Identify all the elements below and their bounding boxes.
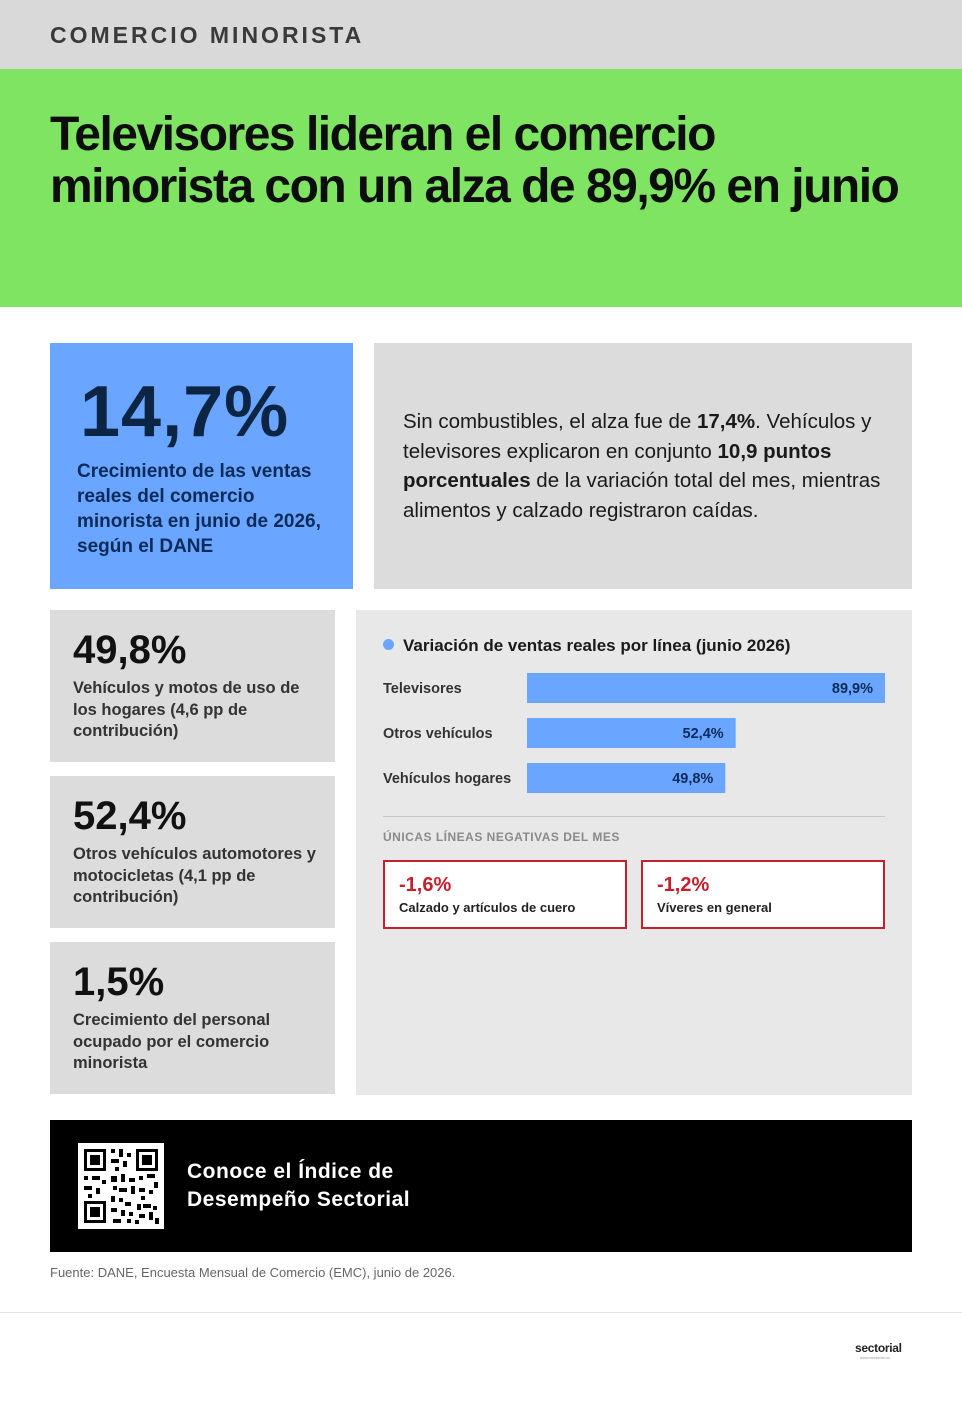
bar-category-label: Televisores — [383, 681, 462, 697]
main-stat-value: 14,7% — [80, 372, 290, 452]
bar-category-label: Otros vehículos — [383, 726, 493, 742]
brand-logo-url: www.sectorial.co — [860, 1355, 890, 1360]
headline: Televisores lideran el comercio minorist… — [50, 108, 900, 213]
chart-panel: Variación de ventas reales por línea (ju… — [356, 610, 912, 1095]
negative-value: -1,6% — [399, 874, 452, 896]
summary-text: Sin combustibles, el alza fue de 17,4%. … — [403, 410, 881, 522]
bar-value-label: 49,8% — [672, 771, 713, 787]
negative-label: Víveres en general — [657, 900, 772, 915]
footer-divider — [0, 1312, 962, 1313]
qr-code-icon[interactable] — [78, 1143, 164, 1229]
legend-dot-icon — [383, 639, 394, 650]
cta-line-1: Conoce el Índice de — [187, 1160, 394, 1183]
bar — [527, 763, 726, 793]
main-stat-card: 14,7% Crecimiento de las ventas reales d… — [50, 343, 353, 589]
bar-category-label: Vehículos hogares — [383, 771, 511, 787]
stat-description: Crecimiento del personal ocupado por el … — [73, 1011, 271, 1072]
cta-banner[interactable]: Conoce el Índice de Desempeño Sectorial — [50, 1120, 912, 1252]
hero-banner: Televisores lideran el comercio minorist… — [0, 69, 962, 307]
bar-value-label: 52,4% — [683, 726, 724, 742]
negative-card: -1,6% Calzado y artículos de cuero — [383, 860, 627, 929]
negative-label: Calzado y artículos de cuero — [399, 900, 576, 915]
cta-line-2: Desempeño Sectorial — [187, 1188, 411, 1211]
divider — [383, 816, 885, 817]
stat-value: 52,4% — [73, 794, 187, 838]
main-stat-description: Crecimiento de las ventas reales del com… — [77, 461, 321, 557]
summary-card: Sin combustibles, el alza fue de 17,4%. … — [374, 343, 912, 589]
stat-card: 49,8% Vehículos y motos de uso de los ho… — [50, 610, 335, 762]
brand-logo: sectorial — [855, 1341, 902, 1355]
stat-card: 52,4% Otros vehículos automotores y moto… — [50, 776, 335, 928]
top-bar: COMERCIO MINORISTA — [0, 0, 962, 69]
stat-description: Vehículos y motos de uso de los hogares … — [73, 679, 300, 740]
bar — [527, 673, 885, 703]
summary-bold-rate: 17,4% — [697, 410, 756, 433]
stat-value: 1,5% — [73, 960, 165, 1004]
stat-value: 49,8% — [73, 628, 187, 672]
chart-title: Variación de ventas reales por línea (ju… — [383, 636, 790, 656]
negative-card: -1,2% Víveres en general — [641, 860, 885, 929]
negative-value: -1,2% — [657, 874, 710, 896]
cta-text[interactable]: Conoce el Índice de Desempeño Sectorial — [187, 1158, 487, 1214]
bar — [527, 718, 736, 748]
bar-value-label: 89,9% — [832, 681, 873, 697]
summary-bold-points: 10,9 puntos porcentuales — [403, 439, 832, 493]
negatives-heading: ÚNICAS LÍNEAS NEGATIVAS DEL MES — [383, 830, 620, 844]
section-kicker: COMERCIO MINORISTA — [50, 22, 365, 48]
stat-card: 1,5% Crecimiento del personal ocupado po… — [50, 942, 335, 1094]
source-note: Fuente: DANE, Encuesta Mensual de Comerc… — [50, 1265, 456, 1280]
stat-description: Otros vehículos automotores y motociclet… — [73, 845, 316, 906]
qr-code-graphic — [78, 1143, 164, 1229]
bar-chart: Televisores 89,9% Otros vehículos 52,4% Vehí… — [383, 673, 885, 793]
